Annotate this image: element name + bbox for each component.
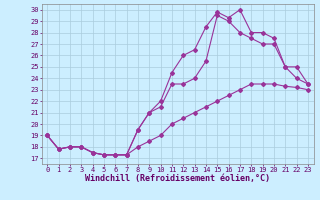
X-axis label: Windchill (Refroidissement éolien,°C): Windchill (Refroidissement éolien,°C) — [85, 174, 270, 183]
